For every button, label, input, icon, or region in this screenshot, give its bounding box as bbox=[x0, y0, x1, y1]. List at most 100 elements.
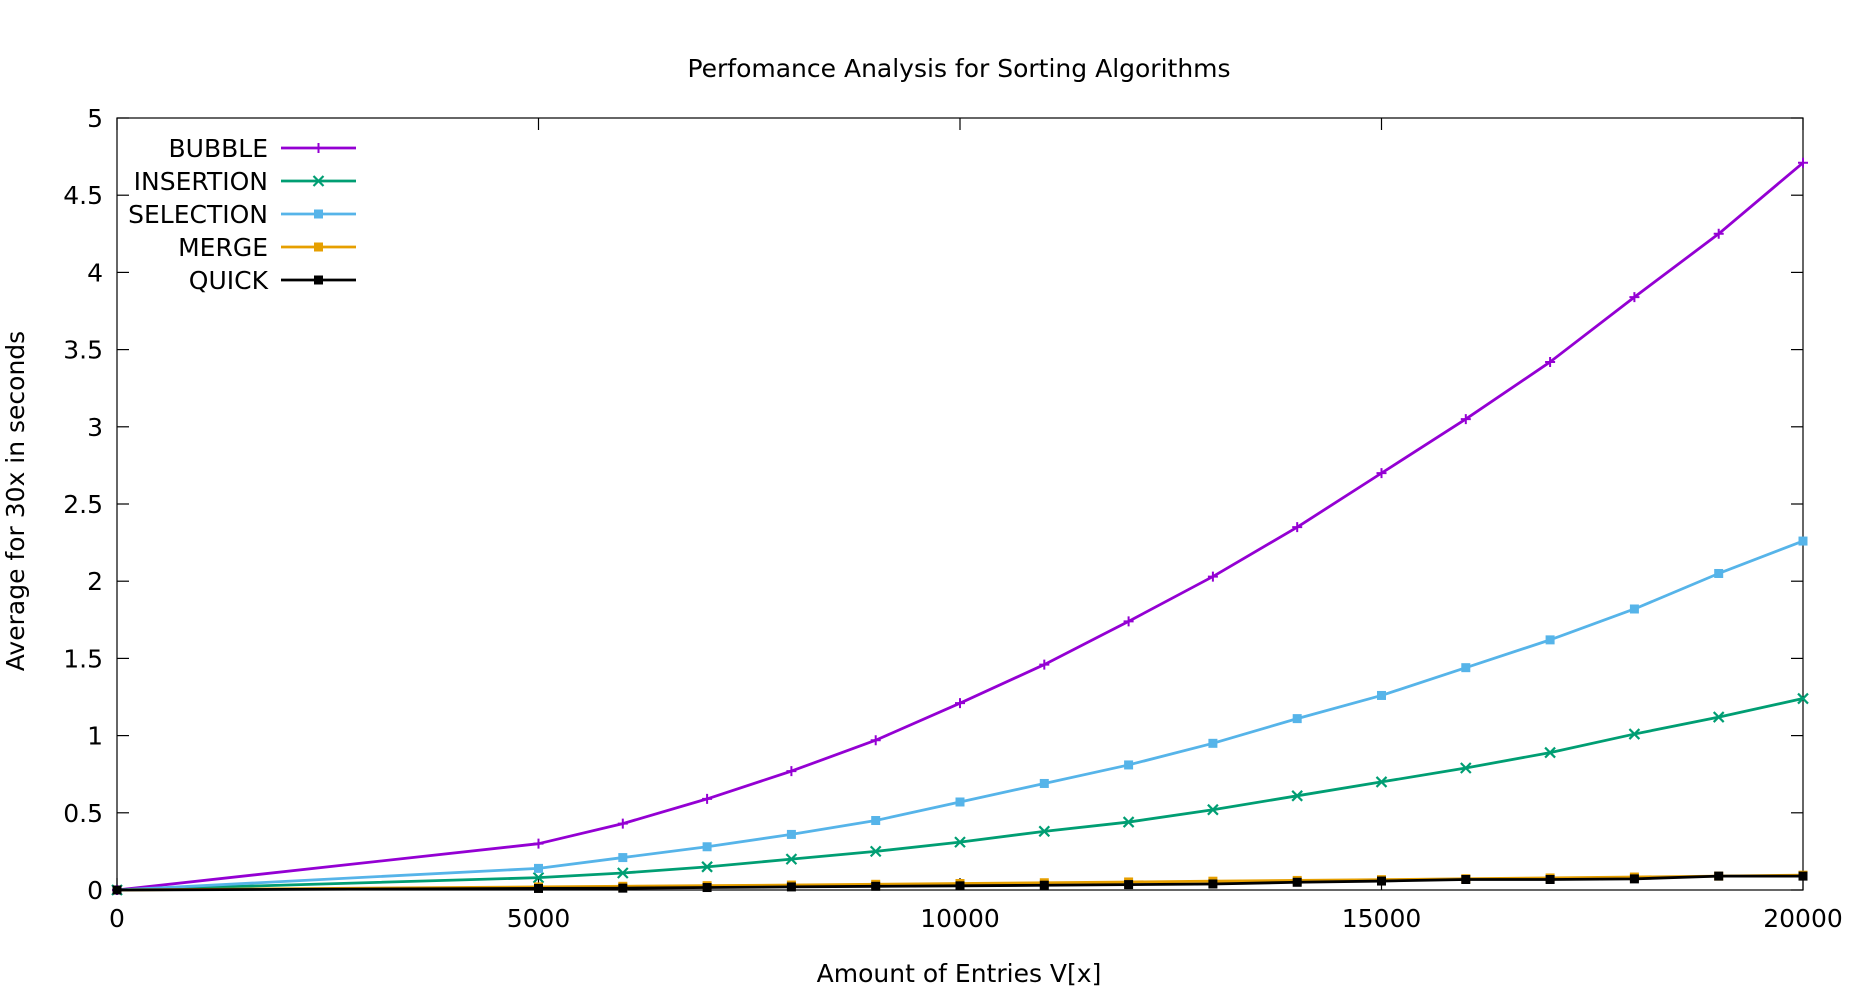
data-point-quick bbox=[1377, 876, 1386, 886]
data-point-selection bbox=[786, 829, 796, 839]
data-point-selection bbox=[955, 797, 965, 807]
data-point-selection bbox=[1208, 738, 1218, 748]
data-point-bubble bbox=[1798, 157, 1808, 168]
data-point-insertion bbox=[1460, 762, 1472, 774]
data-point-insertion bbox=[785, 853, 798, 865]
legend-label-quick: QUICK bbox=[189, 266, 269, 295]
data-point-quick bbox=[1039, 880, 1049, 890]
data-point-bubble bbox=[1629, 292, 1640, 303]
data-point-quick bbox=[618, 883, 628, 893]
x-tick-label: 5000 bbox=[507, 904, 571, 933]
data-point-bubble bbox=[1545, 356, 1556, 367]
data-point-selection bbox=[1545, 635, 1555, 645]
data-point-quick bbox=[871, 881, 881, 891]
data-point-selection bbox=[702, 842, 712, 852]
data-point-selection bbox=[1039, 778, 1049, 788]
data-point-insertion bbox=[954, 836, 966, 848]
data-point-selection bbox=[1124, 760, 1134, 770]
y-tick-label: 2.5 bbox=[63, 490, 103, 519]
data-point-insertion bbox=[532, 871, 545, 884]
data-point-insertion bbox=[869, 845, 882, 858]
data-point-quick bbox=[702, 883, 712, 893]
data-point-quick bbox=[1545, 875, 1555, 885]
x-tick-label: 0 bbox=[109, 904, 125, 933]
y-tick-label: 2 bbox=[87, 567, 103, 596]
data-point-quick bbox=[1798, 871, 1808, 881]
legend: BUBBLE INSERTION SELECTION MERGE QUICK bbox=[128, 134, 356, 295]
y-tick-label: 0.5 bbox=[63, 799, 103, 828]
data-point-insertion bbox=[701, 861, 713, 873]
legend-item-merge: MERGE bbox=[178, 233, 356, 262]
series-line-bubble bbox=[116, 161, 1804, 892]
axis-ticks: 0 5000 10000 15000 20000 0 0.5 1 1.5 2 2.5 3 3.5 4 4.5… bbox=[63, 104, 1843, 933]
data-point-bubble bbox=[702, 793, 713, 804]
data-point-bubble bbox=[1207, 571, 1218, 582]
chart-title: Perfomance Analysis for Sorting Algorith… bbox=[687, 54, 1230, 83]
data-point-selection bbox=[1377, 690, 1386, 700]
data-point-insertion bbox=[1797, 692, 1809, 705]
x-axis-title: Amount of Entries V[x] bbox=[817, 959, 1102, 987]
legend-marker-quick bbox=[314, 275, 323, 285]
legend-label-merge: MERGE bbox=[178, 233, 268, 262]
data-point-insertion bbox=[1544, 746, 1556, 759]
legend-item-quick: QUICK bbox=[189, 266, 356, 295]
data-point-insertion bbox=[1122, 816, 1135, 828]
series-quick bbox=[112, 871, 1808, 895]
data-point-bubble bbox=[870, 735, 881, 746]
legend-item-selection: SELECTION bbox=[128, 200, 356, 229]
series-line-selection bbox=[116, 539, 1804, 892]
data-point-quick bbox=[1629, 874, 1639, 884]
plot-frame bbox=[116, 117, 1804, 891]
y-tick-label: 0 bbox=[87, 876, 103, 905]
data-point-selection bbox=[1714, 568, 1724, 578]
x-tick-label: 15000 bbox=[1342, 904, 1422, 933]
data-point-insertion bbox=[1038, 825, 1051, 838]
y-tick-label: 1 bbox=[87, 722, 103, 751]
data-point-insertion bbox=[617, 867, 629, 879]
legend-label-selection: SELECTION bbox=[128, 200, 268, 229]
data-point-bubble bbox=[1123, 616, 1134, 627]
series-insertion bbox=[111, 692, 1809, 896]
data-point-bubble bbox=[617, 818, 628, 829]
data-point-selection bbox=[871, 816, 881, 826]
data-point-quick bbox=[1714, 871, 1724, 881]
data-point-insertion bbox=[1291, 790, 1303, 802]
legend-label-insertion: INSERTION bbox=[134, 167, 268, 196]
data-point-insertion bbox=[1207, 803, 1219, 816]
data-point-insertion bbox=[1375, 776, 1388, 788]
data-point-quick bbox=[955, 881, 965, 891]
data-point-quick bbox=[1292, 877, 1302, 887]
legend-marker-selection bbox=[314, 209, 323, 219]
data-point-quick bbox=[1124, 880, 1134, 890]
data-point-insertion bbox=[1628, 728, 1641, 740]
data-point-quick bbox=[1208, 879, 1218, 889]
data-point-bubble bbox=[786, 766, 797, 777]
data-point-selection bbox=[1629, 604, 1639, 614]
legend-marker-bubble bbox=[313, 143, 324, 153]
data-point-quick bbox=[786, 882, 796, 892]
data-point-bubble bbox=[955, 698, 965, 709]
data-point-quick bbox=[534, 883, 543, 893]
y-tick-label: 3.5 bbox=[63, 336, 103, 365]
y-axis-title: Average for 30x in seconds bbox=[1, 331, 30, 671]
legend-item-bubble: BUBBLE bbox=[169, 134, 356, 163]
legend-label-bubble: BUBBLE bbox=[169, 134, 268, 163]
data-point-selection bbox=[534, 863, 543, 873]
data-point-bubble bbox=[1292, 522, 1303, 533]
legend-marker-merge bbox=[314, 242, 323, 252]
legend-item-insertion: INSERTION bbox=[134, 167, 356, 196]
series-layer bbox=[111, 157, 1809, 896]
data-point-bubble bbox=[1376, 468, 1387, 479]
data-point-selection bbox=[618, 853, 628, 863]
x-tick-label: 20000 bbox=[1763, 904, 1843, 933]
data-point-bubble bbox=[1460, 414, 1471, 425]
data-point-insertion bbox=[1712, 711, 1725, 723]
data-point-quick bbox=[112, 885, 122, 895]
data-point-quick bbox=[1461, 875, 1471, 885]
y-tick-label: 1.5 bbox=[63, 644, 103, 673]
data-point-selection bbox=[1461, 663, 1471, 673]
data-point-bubble bbox=[1039, 659, 1050, 670]
data-point-selection bbox=[1292, 714, 1302, 724]
legend-marker-insertion bbox=[312, 175, 325, 187]
